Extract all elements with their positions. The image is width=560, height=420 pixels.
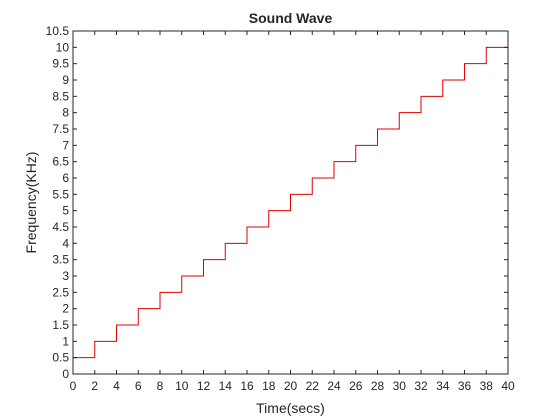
x-tick-label: 38 — [480, 379, 494, 393]
x-tick-label: 18 — [262, 379, 276, 393]
y-tick-label: 6 — [62, 171, 69, 185]
series-line — [73, 46, 508, 359]
x-tick-label: 16 — [240, 379, 254, 393]
y-tick-label: 9.5 — [52, 57, 69, 71]
x-tick-label: 36 — [458, 379, 472, 393]
chart-title: Sound Wave — [249, 10, 333, 26]
y-tick-label: 1 — [62, 334, 69, 348]
y-tick-label: 10 — [56, 40, 70, 54]
y-tick-label: 1.5 — [52, 318, 69, 332]
y-tick-label: 9 — [62, 73, 69, 87]
x-tick-label: 20 — [284, 379, 298, 393]
y-tick-label: 8.5 — [52, 89, 69, 103]
y-tick-label: 7.5 — [52, 122, 69, 136]
x-tick-label: 30 — [393, 379, 407, 393]
series-layer — [73, 46, 508, 359]
y-tick-label: 7 — [62, 138, 69, 152]
x-tick-label: 22 — [306, 379, 320, 393]
x-tick-label: 32 — [414, 379, 428, 393]
x-axis-label: Time(secs) — [256, 400, 325, 416]
y-tick-label: 3.5 — [52, 253, 69, 267]
x-tick-label: 34 — [436, 379, 450, 393]
x-tick-label: 8 — [157, 379, 164, 393]
y-axis-label: Frequency(KHz) — [23, 152, 39, 254]
x-tick-label: 28 — [371, 379, 385, 393]
y-tick-label: 3 — [62, 269, 69, 283]
y-tick-label: 5.5 — [52, 187, 69, 201]
y-tick-label: 0 — [62, 367, 69, 381]
x-tick-label: 40 — [501, 379, 515, 393]
x-tick-label: 12 — [197, 379, 211, 393]
y-tick-label: 2 — [62, 302, 69, 316]
x-tick-label: 10 — [175, 379, 189, 393]
plot-frame — [72, 30, 509, 375]
x-tick-label: 26 — [349, 379, 363, 393]
y-tick-label: 8 — [62, 106, 69, 120]
x-axis-ticks: 0 2 4 6 8 10 12 14 16 18 20 22 24 26 28 30 32 34 36 38 40 — [70, 31, 515, 393]
x-tick-label: 4 — [113, 379, 120, 393]
y-axis-ticks: 0 0.5 1 1.5 2 2.5 3 3.5 4 4.5 5 5.5 6 6.5 7 7.5 8 8.5 9 9.5… — [46, 24, 508, 381]
y-tick-label: 5 — [62, 204, 69, 218]
y-tick-label: 4 — [62, 236, 69, 250]
y-tick-label: 6.5 — [52, 155, 69, 169]
x-tick-label: 2 — [91, 379, 98, 393]
x-tick-label: 14 — [219, 379, 233, 393]
y-tick-label: 10.5 — [46, 24, 70, 38]
y-tick-label: 0.5 — [52, 351, 69, 365]
y-tick-label: 4.5 — [52, 220, 69, 234]
x-tick-label: 6 — [135, 379, 142, 393]
y-tick-label: 2.5 — [52, 285, 69, 299]
x-tick-label: 24 — [327, 379, 341, 393]
x-tick-label: 0 — [70, 379, 77, 393]
